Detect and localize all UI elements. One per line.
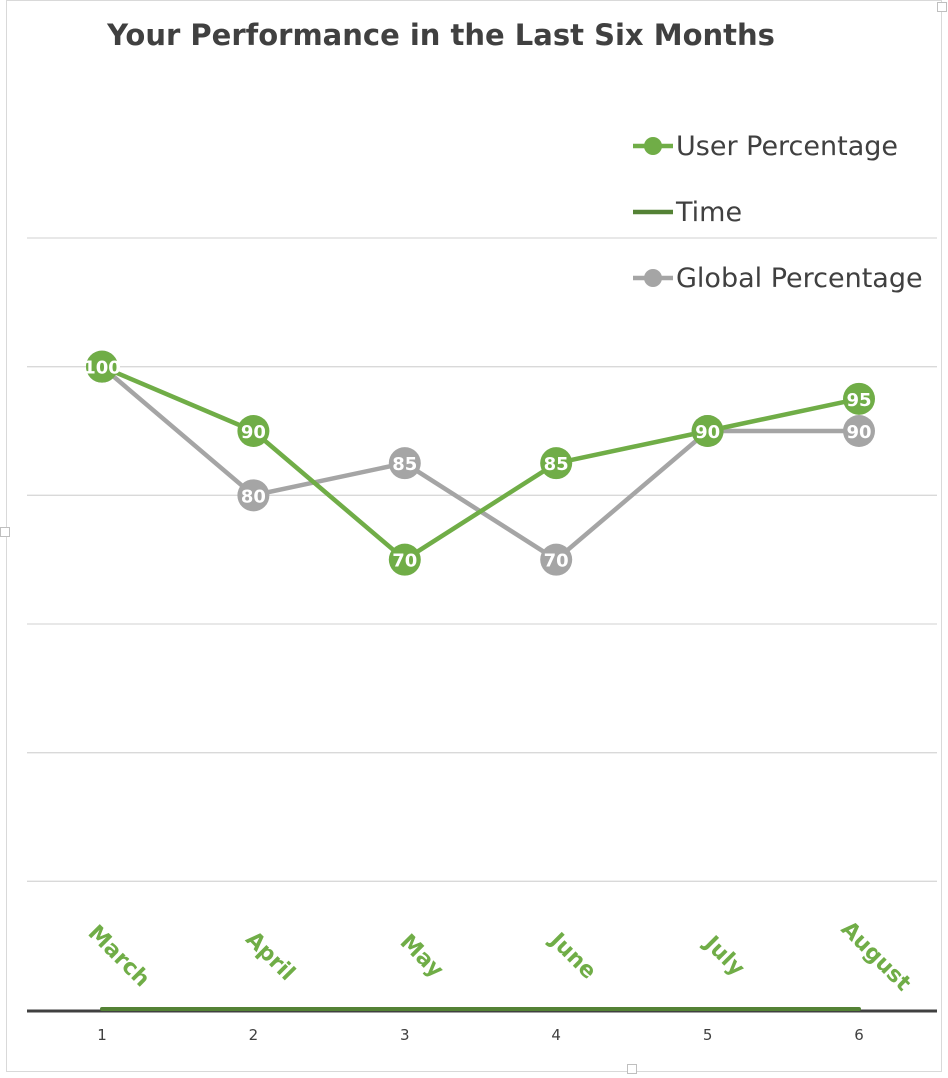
x-axis: 1 March 2 April 3 May 4 June 5 July 6 August (27, 917, 937, 1044)
data-point[interactable] (388, 447, 421, 480)
resize-handle-bottom[interactable] (627, 1064, 637, 1074)
data-point[interactable] (691, 415, 724, 447)
data-label: 70 (544, 551, 569, 572)
month-label: March (83, 921, 155, 993)
data-point[interactable] (843, 415, 875, 447)
legend-marker (644, 137, 662, 155)
x-tick-label: 2 (249, 1026, 259, 1044)
x-tick-label: 3 (400, 1026, 410, 1044)
x-tick-label: 5 (703, 1026, 713, 1044)
data-label: 90 (241, 422, 266, 443)
legend-entry[interactable]: User Percentage (676, 131, 898, 162)
chart-area[interactable]: Your Performance in the Last Six Months … (6, 0, 942, 1072)
data-point[interactable] (843, 382, 875, 415)
month-label: June (543, 927, 601, 985)
series-line-global-percentage (99, 364, 862, 562)
legend[interactable]: User Percentage Time Global Percentage (633, 131, 923, 294)
x-tick-label: 1 (97, 1026, 107, 1044)
month-label: August (836, 917, 916, 997)
data-point[interactable] (540, 447, 573, 480)
data-point[interactable] (237, 415, 270, 447)
data-label: 70 (392, 551, 417, 572)
chart-title: Your Performance in the Last Six Months (106, 18, 775, 52)
data-label: 95 (846, 390, 871, 411)
data-label: 100 (83, 358, 121, 379)
data-label: 90 (846, 422, 871, 443)
resize-handle-top-right[interactable] (937, 2, 947, 12)
series-lines (99, 364, 862, 1011)
legend-entry[interactable]: Time (675, 197, 742, 228)
data-point[interactable] (388, 543, 421, 576)
data-label: 80 (241, 486, 266, 507)
series-points: 10080857090901009070859095 (83, 350, 875, 576)
month-label: May (395, 930, 448, 983)
data-label: 85 (544, 454, 569, 475)
x-tick-label: 6 (854, 1026, 864, 1044)
resize-handle-left[interactable] (0, 527, 10, 537)
x-tick-label: 4 (551, 1026, 561, 1044)
gridlines (27, 237, 937, 882)
legend-entry[interactable]: Global Percentage (676, 263, 923, 294)
legend-marker (644, 269, 662, 287)
data-point[interactable] (237, 479, 270, 512)
month-label: April (240, 927, 299, 986)
data-point[interactable] (540, 543, 573, 576)
data-label: 90 (695, 422, 720, 443)
data-point[interactable] (86, 350, 118, 383)
data-label: 85 (392, 454, 417, 475)
line-chart: Your Performance in the Last Six Months … (27, 18, 937, 1044)
series-line-user-percentage (99, 364, 862, 562)
month-label: July (698, 930, 749, 981)
